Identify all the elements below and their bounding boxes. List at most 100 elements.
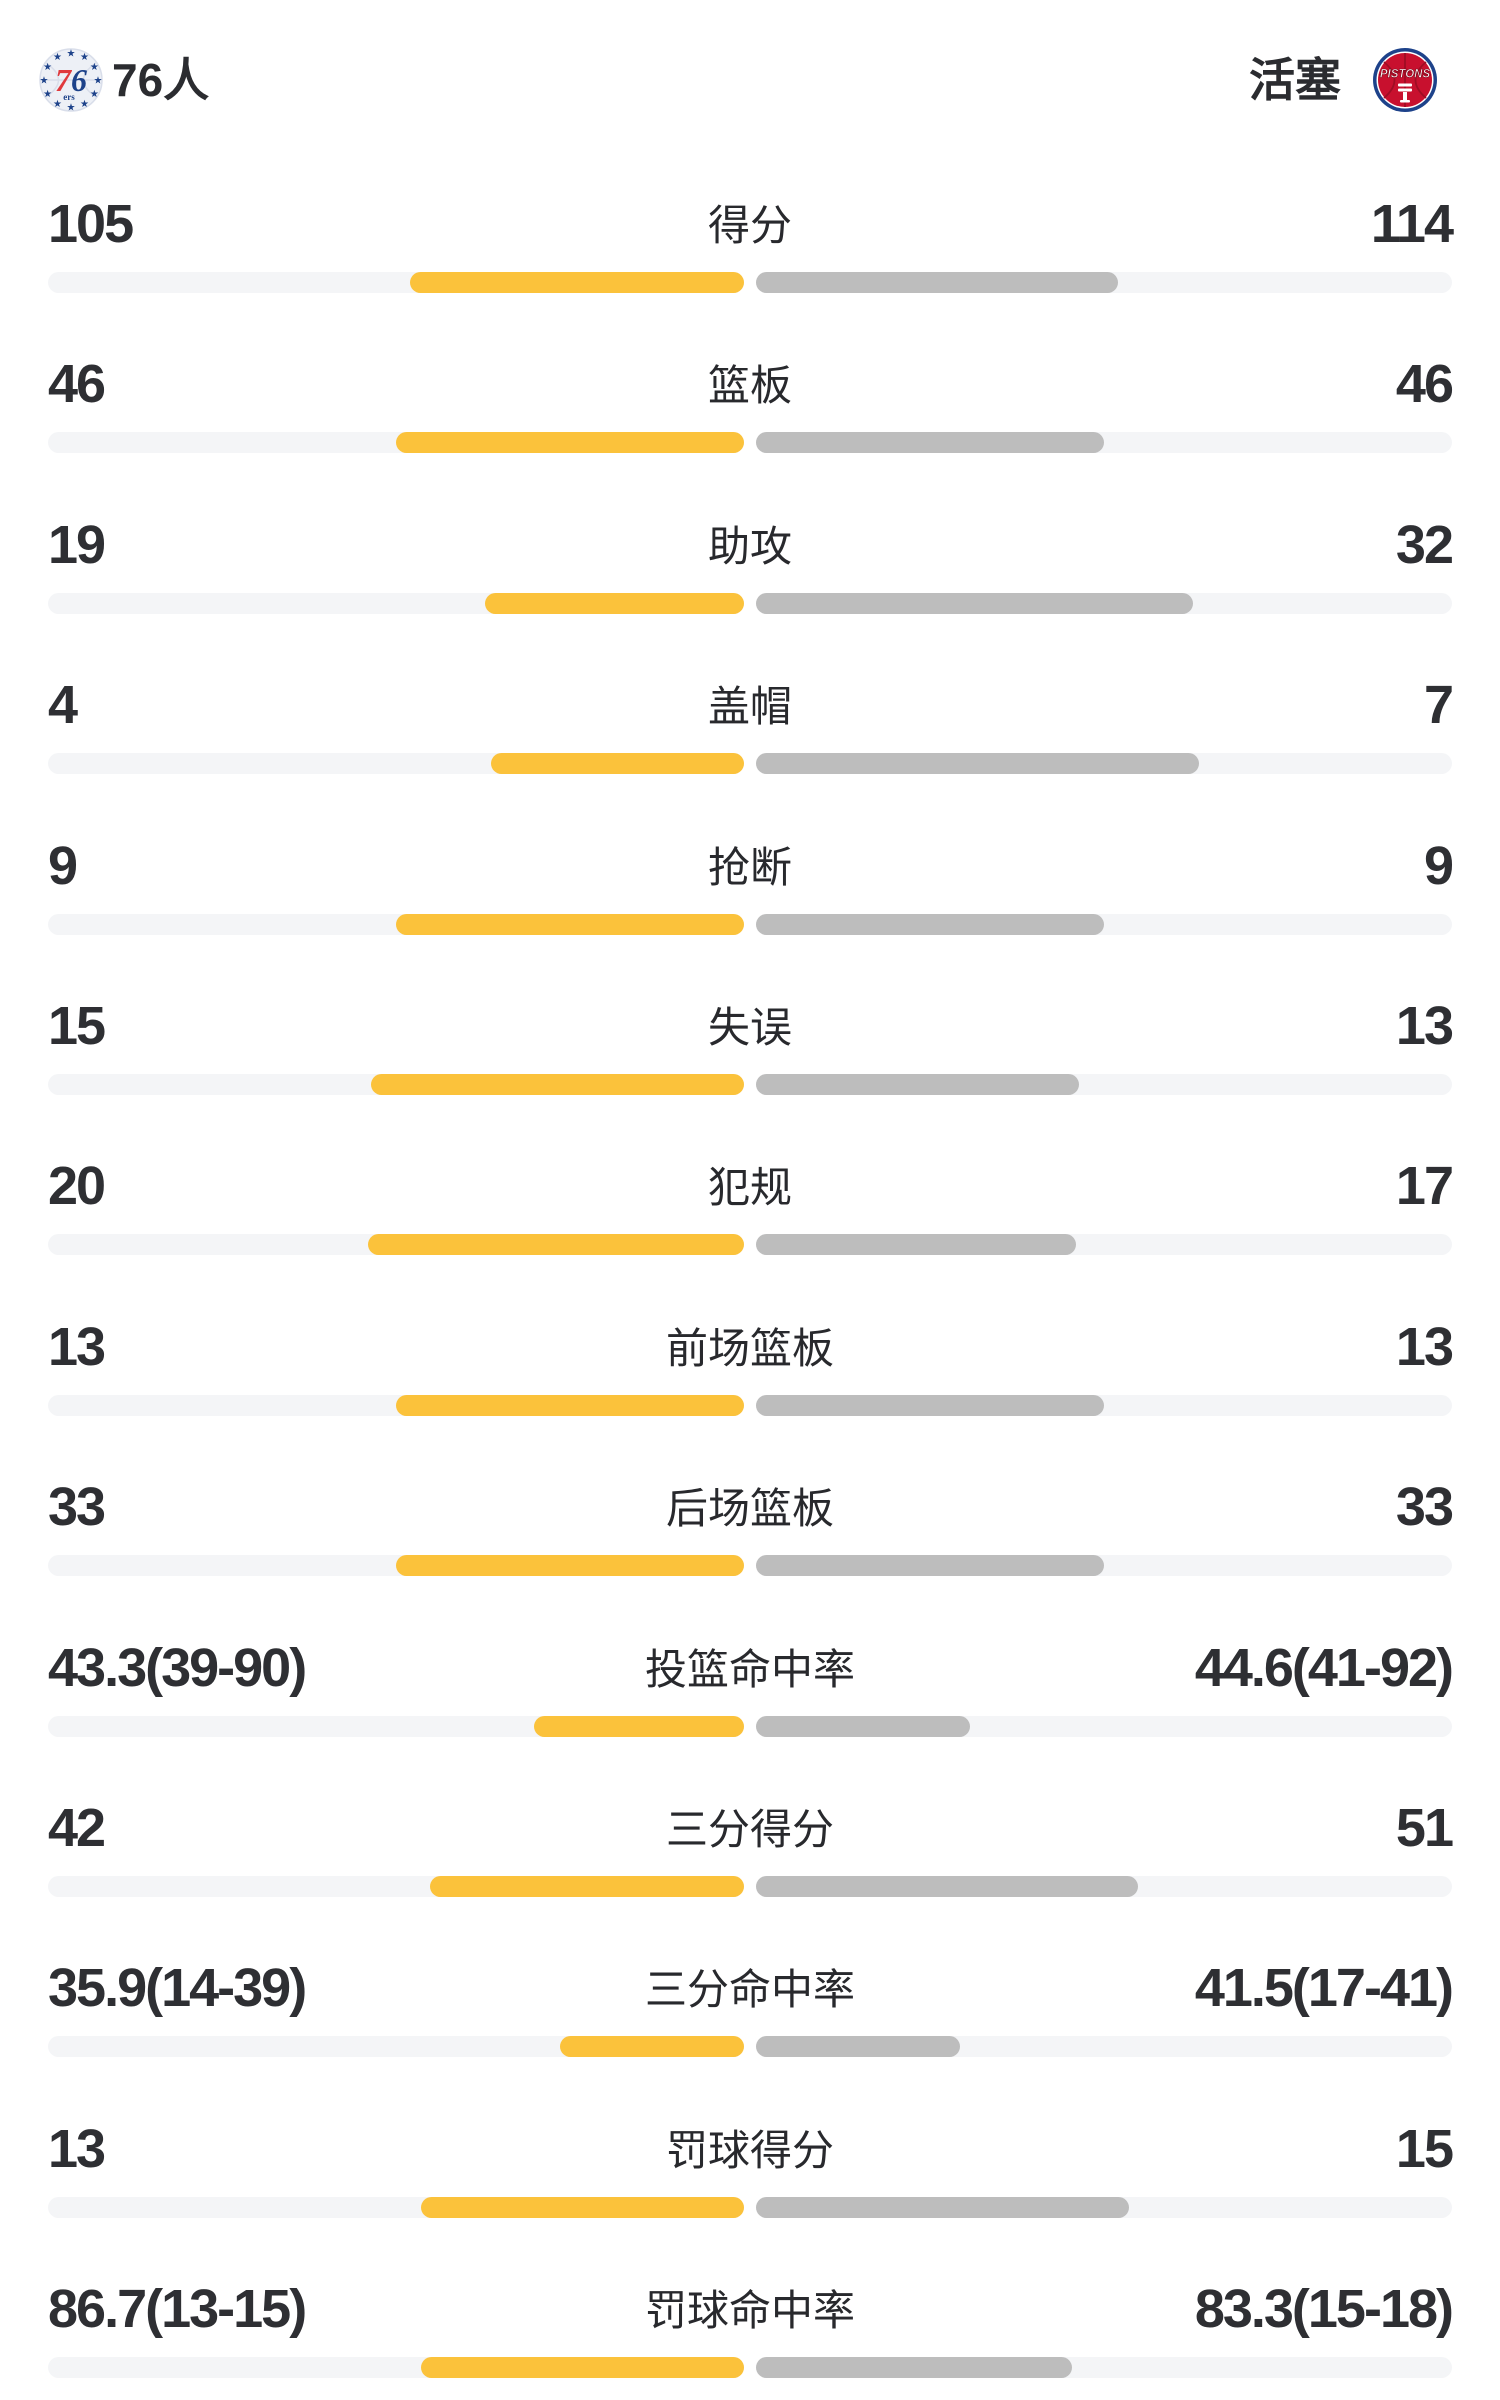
stat-row-points: 105 得分 114 <box>0 138 1500 298</box>
stat-row-ft-pct: 86.7(13-15) 罚球命中率 83.3(15-18) <box>0 2223 1500 2383</box>
stat-label: 盖帽 <box>707 683 792 731</box>
stat-label: 助攻 <box>707 522 792 570</box>
right-team-value: 13 <box>1395 1316 1454 1377</box>
right-bar-track <box>756 1234 1452 1256</box>
right-team-value: 114 <box>1370 194 1454 254</box>
svg-text:★: ★ <box>80 99 89 110</box>
stat-bars <box>48 1394 1452 1416</box>
left-team-bar <box>367 1234 744 1256</box>
team-pistons-name: 活塞 <box>1249 54 1341 106</box>
team-76ers-logo-icon: ★★★ ★★★ ★★★ ★ ★★ 76 ers <box>39 48 103 113</box>
svg-text:★: ★ <box>90 89 99 100</box>
stats-list: 105 得分 114 46 篮板 46 19 助攻 <box>0 138 1500 2383</box>
left-team-bar <box>396 1394 744 1416</box>
right-bar-track <box>756 432 1452 454</box>
team-76ers-name: 76人 <box>112 54 210 106</box>
left-bar-track <box>48 753 744 775</box>
svg-text:PISTONS: PISTONS <box>1380 69 1431 81</box>
stat-bars <box>48 272 1452 293</box>
team-76ers: ★ ★ ★ ★ ★ ★ ★ ★ ★ ★ ★ ★ 76 ers 76人 <box>38 47 209 113</box>
right-team-value: 46 <box>1395 354 1454 415</box>
left-team-bar <box>420 2357 744 2379</box>
stat-bars <box>48 913 1452 935</box>
stat-label: 三分命中率 <box>644 1966 855 2014</box>
left-team-value: 43.3(39-90) <box>48 1637 307 1698</box>
right-bar-track <box>756 1394 1452 1416</box>
stat-label: 罚球命中率 <box>644 2287 855 2335</box>
right-team-bar <box>756 2357 1073 2379</box>
teams-header: ★ ★ ★ ★ ★ ★ ★ ★ ★ ★ ★ ★ 76 ers 76人 活塞 <box>0 47 1500 113</box>
left-team-value: 15 <box>48 995 106 1056</box>
stat-label: 得分 <box>707 202 792 249</box>
right-team-bar <box>756 432 1104 454</box>
left-bar-track <box>48 1073 744 1095</box>
left-bar-track <box>48 1875 744 1897</box>
left-bar-track <box>48 1234 744 1256</box>
right-team-bar <box>756 1875 1138 1897</box>
left-team-bar <box>396 913 744 935</box>
left-team-value: 33 <box>48 1477 106 1538</box>
stat-row-assists: 19 助攻 32 <box>0 459 1500 619</box>
right-team-value: 83.3(15-18) <box>1194 2279 1454 2340</box>
svg-text:★: ★ <box>40 76 49 87</box>
right-team-value: 44.6(41-92) <box>1194 1637 1454 1698</box>
left-team-value: 35.9(14-39) <box>48 1958 307 2019</box>
svg-text:★: ★ <box>80 52 89 63</box>
stat-row-three-point-points: 42 三分得分 51 <box>0 1742 1500 1902</box>
stat-label: 投篮命中率 <box>644 1645 855 1693</box>
right-bar-track <box>756 272 1452 293</box>
left-bar-track <box>48 272 744 293</box>
left-team-value: 46 <box>48 354 106 415</box>
right-team-bar <box>756 272 1119 293</box>
left-team-bar <box>396 1555 744 1577</box>
svg-text:★: ★ <box>90 62 99 73</box>
left-team-value: 13 <box>48 2118 106 2179</box>
stat-row-fg-pct: 43.3(39-90) 投篮命中率 44.6(41-92) <box>0 1582 1500 1742</box>
left-team-bar <box>490 753 744 775</box>
right-team-bar <box>756 1234 1076 1256</box>
right-team-bar <box>756 2036 960 2058</box>
left-team-value: 13 <box>48 1316 106 1377</box>
right-team-bar <box>756 753 1199 775</box>
left-team-bar <box>429 1875 744 1897</box>
stat-label: 后场篮板 <box>665 1485 834 1533</box>
svg-text:★: ★ <box>43 89 52 100</box>
right-team-value: 15 <box>1395 2118 1454 2179</box>
right-bar-track <box>756 2196 1452 2218</box>
right-bar-track <box>756 2357 1452 2379</box>
right-team-value: 17 <box>1395 1156 1454 1217</box>
stat-bars <box>48 2196 1452 2218</box>
right-team-bar <box>756 1073 1080 1095</box>
stat-bars <box>48 1234 1452 1256</box>
team-pistons: 活塞 PISTONS <box>1249 47 1438 113</box>
team-pistons-logo-icon: PISTONS <box>1373 48 1437 112</box>
left-bar-track <box>48 1555 744 1577</box>
stat-row-offensive-rebounds: 13 前场篮板 13 <box>0 1261 1500 1421</box>
right-bar-track <box>756 1875 1452 1897</box>
left-bar-track <box>48 432 744 454</box>
left-team-bar <box>484 592 744 614</box>
left-team-bar <box>560 2036 744 2058</box>
left-bar-track <box>48 1715 744 1737</box>
right-team-bar <box>756 592 1193 614</box>
stat-row-ft-points: 13 罚球得分 15 <box>0 2063 1500 2223</box>
left-bar-track <box>48 2036 744 2058</box>
left-bar-track <box>48 1394 744 1416</box>
svg-text:ers: ers <box>63 92 75 102</box>
stat-row-fouls: 20 犯规 17 <box>0 1100 1500 1260</box>
right-bar-track <box>756 753 1452 775</box>
left-team-bar <box>396 432 744 454</box>
left-team-value: 20 <box>48 1156 106 1217</box>
right-bar-track <box>756 2036 1452 2058</box>
stat-label: 犯规 <box>707 1164 792 1212</box>
stat-bars <box>48 1073 1452 1095</box>
stat-bars <box>48 753 1452 775</box>
stat-bars <box>48 432 1452 454</box>
right-team-bar <box>756 913 1104 935</box>
stat-label: 抢断 <box>707 843 792 891</box>
stat-row-rebounds: 46 篮板 46 <box>0 298 1500 458</box>
left-team-bar <box>371 1073 744 1095</box>
svg-text:★: ★ <box>43 62 52 73</box>
left-bar-track <box>48 2357 744 2379</box>
right-team-value: 41.5(17-41) <box>1194 1958 1454 2019</box>
